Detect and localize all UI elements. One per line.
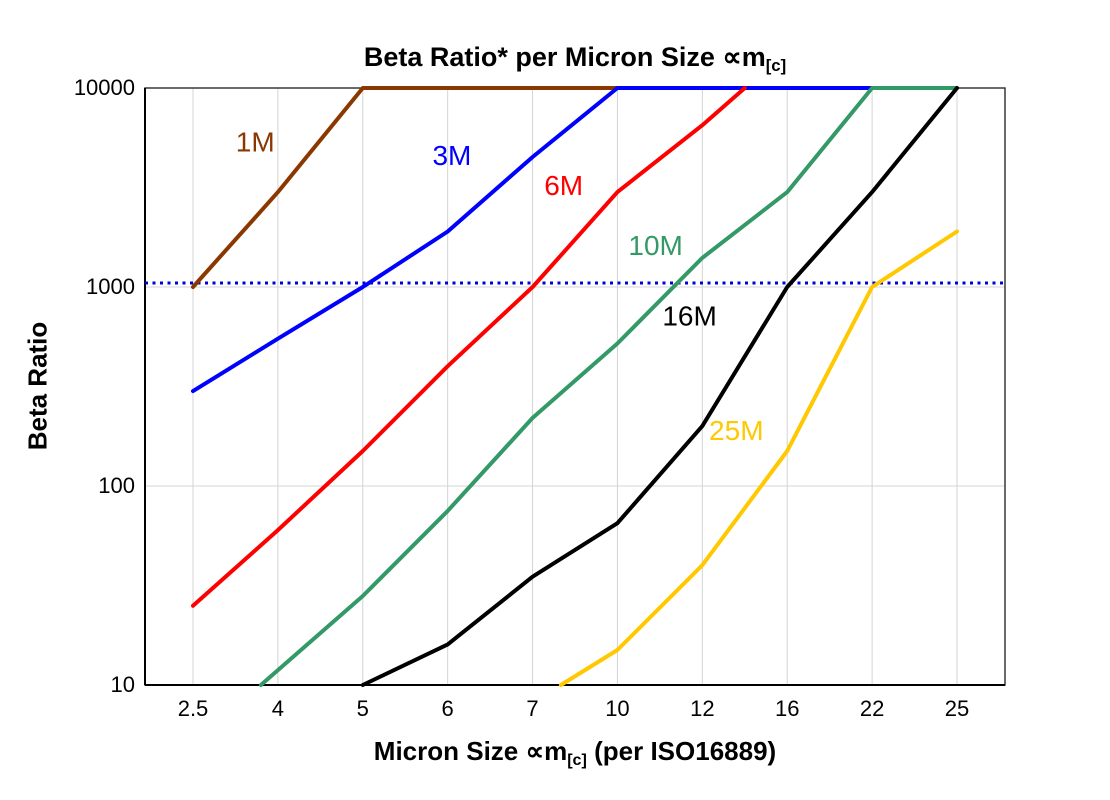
y-tick-label: 1000 (86, 274, 135, 299)
chart-title: Beta Ratio* per Micron Size ∝m[c] (145, 42, 1005, 76)
series-line-3M (191, 86, 875, 394)
x-tick-label: 16 (775, 696, 799, 721)
series-line-25M (558, 229, 959, 687)
x-tick-label: 6 (442, 696, 454, 721)
x-tick-label: 25 (945, 696, 969, 721)
series-line-1M (191, 86, 620, 289)
x-tick-label: 5 (357, 696, 369, 721)
series-line-6M (191, 86, 747, 608)
y-tick-label: 10000 (74, 75, 135, 100)
y-tick-label: 100 (98, 473, 135, 498)
series-label-6M: 6M (544, 170, 583, 201)
series-label-25M: 25M (709, 415, 763, 446)
x-axis-title-text: Micron Size ∝m (373, 736, 568, 766)
series-label-16M: 16M (662, 301, 716, 332)
x-tick-label: 10 (605, 696, 629, 721)
x-tick-label: 22 (860, 696, 884, 721)
chart-title-text: Beta Ratio* per Micron Size ∝m (363, 42, 766, 72)
x-axis-title-subscript: [c] (567, 750, 587, 769)
series-line-10M (258, 86, 959, 687)
series-label-1M: 1M (236, 126, 275, 157)
y-tick-label: 10 (111, 672, 135, 697)
series-label-3M: 3M (432, 140, 471, 171)
x-axis-title: Micron Size ∝m[c] (per ISO16889) (145, 736, 1005, 770)
series-line-16M (360, 86, 959, 687)
x-axis-title-suffix: (per ISO16889) (586, 736, 777, 766)
x-tick-label: 4 (272, 696, 284, 721)
series-label-10M: 10M (628, 230, 682, 261)
x-tick-label: 7 (526, 696, 538, 721)
x-tick-label: 12 (690, 696, 714, 721)
chart-title-subscript: [c] (765, 56, 787, 76)
x-tick-label: 2.5 (178, 696, 209, 721)
y-axis-title: Beta Ratio (22, 321, 53, 451)
